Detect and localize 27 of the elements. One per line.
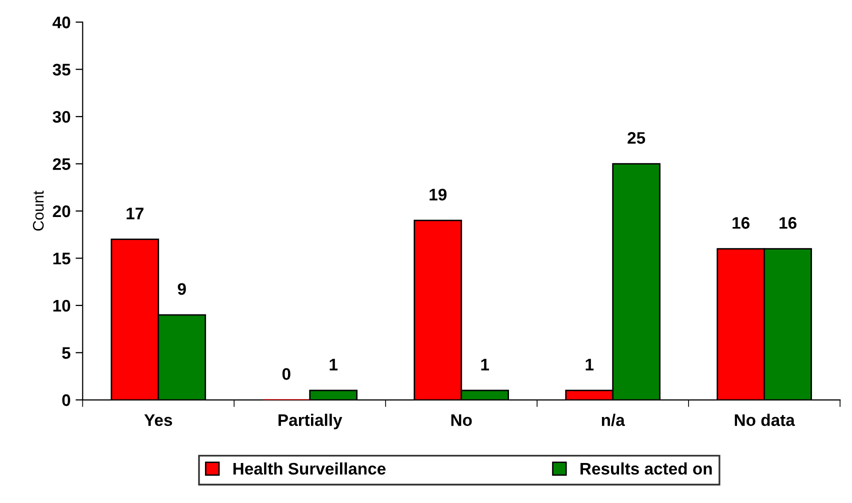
x-tick-label: Partially: [278, 414, 342, 430]
data-label: 16: [732, 217, 750, 229]
y-tick-label: 30: [52, 110, 70, 123]
data-label: 0: [282, 368, 290, 380]
y-tick-label: 10: [53, 300, 70, 312]
y-axis-title: Count: [32, 190, 44, 231]
data-label: 17: [126, 208, 144, 220]
x-tick-label: No: [451, 414, 472, 426]
x-tick-label: No data: [734, 414, 795, 426]
data-label: 1: [330, 358, 338, 370]
legend-label: Health Surveillance: [233, 462, 386, 475]
y-tick-label: 20: [52, 205, 70, 218]
data-label: 25: [628, 132, 646, 144]
data-label: 16: [780, 217, 796, 229]
y-tick-label: 15: [53, 252, 70, 264]
y-tick-label: 5: [62, 347, 70, 359]
data-label: 19: [430, 188, 447, 200]
y-tick-label: 35: [52, 64, 70, 76]
y-tick-label: 25: [52, 158, 70, 170]
legend-label: Results acted on: [580, 462, 712, 475]
y-tick-label: 0: [62, 394, 70, 406]
data-label: 1: [586, 358, 594, 370]
data-label: 1: [481, 358, 490, 370]
y-tick-label: 40: [52, 16, 70, 28]
data-label: 9: [178, 283, 186, 295]
x-tick-label: n/a: [602, 414, 625, 426]
x-tick-label: Yes: [144, 414, 172, 426]
